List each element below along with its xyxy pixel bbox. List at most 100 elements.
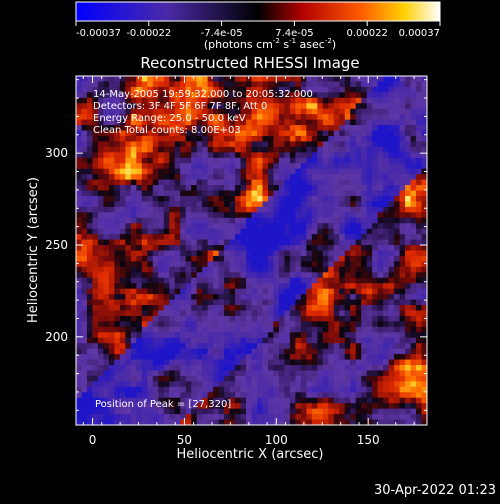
- heatmap-cell: [119, 81, 126, 88]
- heatmap-cell: [300, 119, 307, 126]
- heatmap-cell: [339, 392, 346, 399]
- heatmap-cell: [322, 272, 329, 279]
- heatmap-cell: [410, 245, 417, 252]
- heatmap-cell: [152, 261, 159, 268]
- heatmap-cell: [399, 114, 406, 121]
- heatmap-cell: [180, 108, 187, 115]
- heatmap-cell: [278, 299, 285, 306]
- heatmap-cell: [103, 408, 110, 415]
- heatmap-cell: [229, 190, 236, 197]
- heatmap-cell: [207, 288, 214, 295]
- heatmap-cell: [377, 255, 384, 262]
- heatmap-cell: [152, 392, 159, 399]
- heatmap-cell: [328, 272, 335, 279]
- heatmap-cell: [235, 108, 242, 115]
- heatmap-cell: [410, 76, 417, 83]
- heatmap-cell: [207, 146, 214, 153]
- heatmap-cell: [235, 283, 242, 290]
- annotation-block: 14-May-2005 19:59:32.000 to 20:05:32.000…: [93, 89, 313, 136]
- heatmap-cell: [246, 250, 253, 257]
- heatmap-cell: [322, 239, 329, 246]
- heatmap-cell: [235, 343, 242, 350]
- heatmap-cell: [213, 130, 220, 137]
- heatmap-cell: [174, 365, 181, 372]
- heatmap-cell: [344, 201, 351, 208]
- heatmap-cell: [169, 310, 176, 317]
- heatmap-cell: [289, 315, 296, 322]
- heatmap-cell: [410, 348, 417, 355]
- heatmap-cell: [235, 103, 242, 110]
- heatmap-cell: [224, 223, 231, 230]
- heatmap-cell: [103, 239, 110, 246]
- heatmap-cell: [86, 228, 94, 235]
- heatmap-cell: [355, 343, 362, 350]
- heatmap-cell: [372, 163, 379, 170]
- heatmap-cell: [213, 392, 220, 399]
- heatmap-cell: [361, 255, 368, 262]
- heatmap-cell: [267, 185, 275, 192]
- heatmap-cell: [273, 81, 280, 88]
- heatmap-cell: [240, 337, 247, 344]
- heatmap-cell: [246, 255, 253, 262]
- heatmap-cell: [295, 375, 302, 382]
- heatmap-cell: [377, 86, 384, 93]
- heatmap-cell: [366, 277, 373, 284]
- heatmap-cell: [300, 201, 307, 208]
- heatmap-cell: [136, 103, 143, 110]
- heatmap-cell: [306, 103, 313, 110]
- heatmap-cell: [317, 365, 324, 372]
- heatmap-cell: [339, 130, 346, 137]
- heatmap-cell: [317, 277, 324, 284]
- heatmap-cell: [383, 354, 390, 361]
- heatmap-cell: [289, 255, 296, 262]
- heatmap-cell: [405, 299, 412, 306]
- heatmap-cell: [300, 414, 307, 421]
- heatmap-cell: [81, 370, 88, 377]
- heatmap-cell: [119, 239, 126, 246]
- heatmap-cell: [92, 97, 99, 104]
- heatmap-cell: [278, 234, 285, 241]
- heatmap-cell: [366, 315, 373, 322]
- heatmap-cell: [300, 206, 307, 213]
- heatmap-cell: [377, 397, 384, 404]
- heatmap-cell: [224, 141, 231, 148]
- heatmap-cell: [147, 272, 154, 279]
- heatmap-cell: [256, 370, 264, 377]
- heatmap-cell: [108, 315, 115, 322]
- heatmap-cell: [267, 266, 275, 273]
- heatmap-cell: [185, 397, 192, 404]
- heatmap-cell: [163, 135, 170, 143]
- heatmap-cell: [333, 250, 340, 257]
- heatmap-cell: [405, 76, 412, 83]
- heatmap-cell: [410, 392, 417, 399]
- heatmap-cell: [322, 354, 329, 361]
- heatmap-cell: [339, 255, 346, 262]
- heatmap-cell: [300, 223, 307, 230]
- heatmap-cell: [416, 223, 423, 230]
- heatmap-cell: [300, 294, 307, 301]
- heatmap-cell: [196, 97, 203, 104]
- heatmap-cell: [262, 419, 269, 425]
- heatmap-cell: [169, 332, 176, 339]
- heatmap-cell: [86, 201, 94, 208]
- heatmap-cell: [180, 343, 187, 350]
- heatmap-cell: [147, 97, 154, 104]
- heatmap-cell: [86, 294, 94, 301]
- heatmap-cell: [169, 348, 176, 355]
- heatmap-cell: [191, 310, 198, 317]
- heatmap-cell: [147, 195, 154, 203]
- heatmap-cell: [262, 386, 269, 393]
- heatmap-cell: [306, 76, 313, 83]
- heatmap-cell: [246, 152, 253, 159]
- heatmap-cell: [169, 261, 176, 268]
- heatmap-cell: [119, 86, 126, 93]
- heatmap-cell: [372, 277, 379, 284]
- heatmap-cell: [81, 195, 88, 203]
- heatmap-cell: [86, 277, 94, 284]
- heatmap-cell: [366, 223, 373, 230]
- heatmap-cell: [136, 157, 143, 164]
- heatmap-cell: [213, 337, 220, 344]
- heatmap-cell: [344, 310, 351, 317]
- heatmap-cell: [372, 354, 379, 361]
- heatmap-cell: [394, 130, 401, 137]
